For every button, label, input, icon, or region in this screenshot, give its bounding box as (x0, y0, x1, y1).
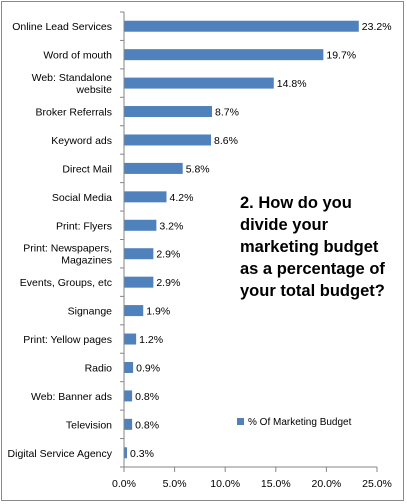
data-label: 1.9% (146, 306, 170, 318)
data-label: 8.7% (215, 107, 239, 119)
category-label: Word of mouth (43, 50, 112, 62)
category-label: Broker Referrals (36, 107, 112, 119)
bar (124, 106, 213, 118)
category-label: Signange (68, 306, 113, 318)
data-label: 4.2% (170, 192, 194, 204)
x-tick-label: 0.0% (112, 478, 136, 490)
legend-label: % Of Marketing Budget (248, 417, 352, 428)
x-tick-label: 5.0% (163, 478, 187, 490)
bar (124, 276, 154, 288)
category-label: Print: Flyers (56, 220, 112, 232)
category-label: Online Lead Services (12, 21, 112, 33)
data-label: 0.9% (136, 362, 160, 374)
bar (124, 162, 183, 174)
bar (124, 77, 274, 89)
data-label: 19.7% (326, 50, 356, 62)
category-label: Television (66, 419, 112, 431)
data-label: 5.8% (186, 163, 210, 175)
category-label: Social Media (52, 192, 112, 204)
bar (124, 447, 128, 459)
bar (124, 20, 359, 32)
bar (124, 219, 157, 231)
data-label: 14.8% (277, 78, 307, 90)
chart-annotation: 2. How do you divide your marketing budget… (240, 194, 385, 300)
bar (124, 333, 137, 345)
x-tick-label: 10.0% (210, 478, 240, 490)
x-tick-label: 15.0% (261, 478, 291, 490)
category-label: Web: Banner ads (31, 391, 112, 403)
bar (124, 134, 212, 146)
bar (124, 390, 133, 402)
legend-swatch (237, 418, 244, 425)
data-label: 0.8% (135, 391, 159, 403)
data-label: 23.2% (362, 21, 392, 33)
data-label: 0.3% (130, 448, 154, 460)
bar (124, 248, 154, 260)
category-label: Keyword ads (51, 135, 112, 147)
bar (124, 361, 134, 373)
category-label: Print: Yellow pages (23, 334, 112, 346)
category-label: Web: Standalone website (32, 72, 113, 96)
data-label: 3.2% (159, 220, 183, 232)
data-label: 2.9% (156, 277, 180, 289)
bar (124, 305, 144, 317)
data-label: 0.8% (135, 419, 159, 431)
category-label: Digital Service Agency (8, 448, 113, 460)
category-label: Events, Groups, etc (20, 277, 112, 289)
category-label: Radio (85, 362, 113, 374)
data-label: 1.2% (139, 334, 163, 346)
bar (124, 191, 167, 203)
bar (124, 418, 133, 430)
bar (124, 49, 324, 61)
category-label: Print: Newspapers, Magazines (23, 243, 112, 267)
x-tick-label: 20.0% (312, 478, 342, 490)
data-label: 8.6% (214, 135, 238, 147)
category-label: Direct Mail (62, 163, 112, 175)
x-tick-label: 25.0% (362, 478, 392, 490)
data-label: 2.9% (156, 249, 180, 261)
